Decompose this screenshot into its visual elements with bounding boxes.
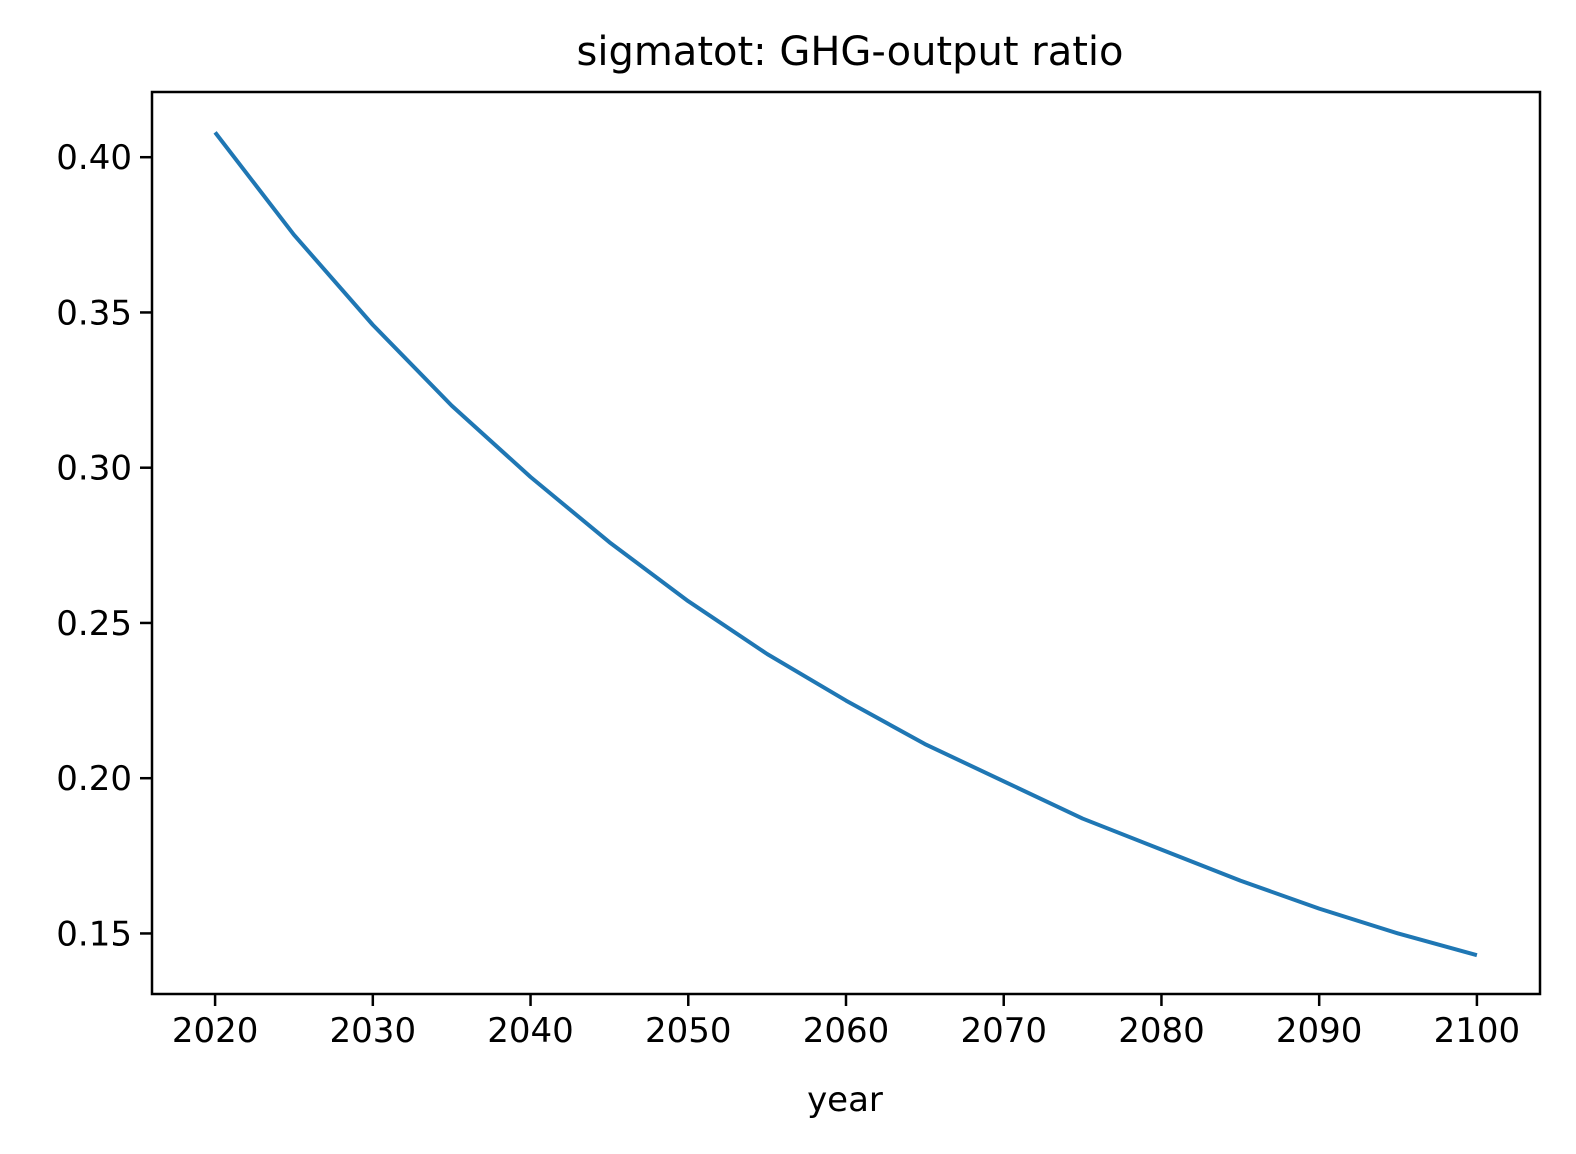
x-tick-label: 2090 [1276,1011,1363,1051]
x-tick-label: 2100 [1434,1011,1521,1051]
x-axis-label: year [807,1080,883,1120]
x-tick-label: 2060 [803,1011,890,1051]
x-tick-label: 2070 [960,1011,1047,1051]
plot-frame [150,90,1542,996]
plot-area [213,131,1478,958]
y-tick-label: 0.35 [56,293,132,333]
y-tick-label: 0.30 [56,449,132,489]
chart-title: sigmatot: GHG-output ratio [577,29,1124,75]
x-tick-label: 2020 [172,1011,259,1051]
y-axis: 0.15 0.20 0.25 0.30 0.35 0.40 [56,138,152,954]
y-tick-label: 0.40 [56,138,132,178]
x-tick-label: 2080 [1118,1011,1205,1051]
y-tick-label: 0.15 [56,914,132,954]
y-tick-label: 0.25 [56,604,132,644]
x-axis: 2020 2030 2040 2050 2060 2070 2080 2090 2100 [172,994,1520,1051]
series-line [213,131,1478,958]
y-tick-label: 0.20 [56,759,132,799]
x-tick-label: 2040 [487,1011,574,1051]
x-tick-label: 2050 [645,1011,732,1051]
x-tick-label: 2030 [330,1011,417,1051]
